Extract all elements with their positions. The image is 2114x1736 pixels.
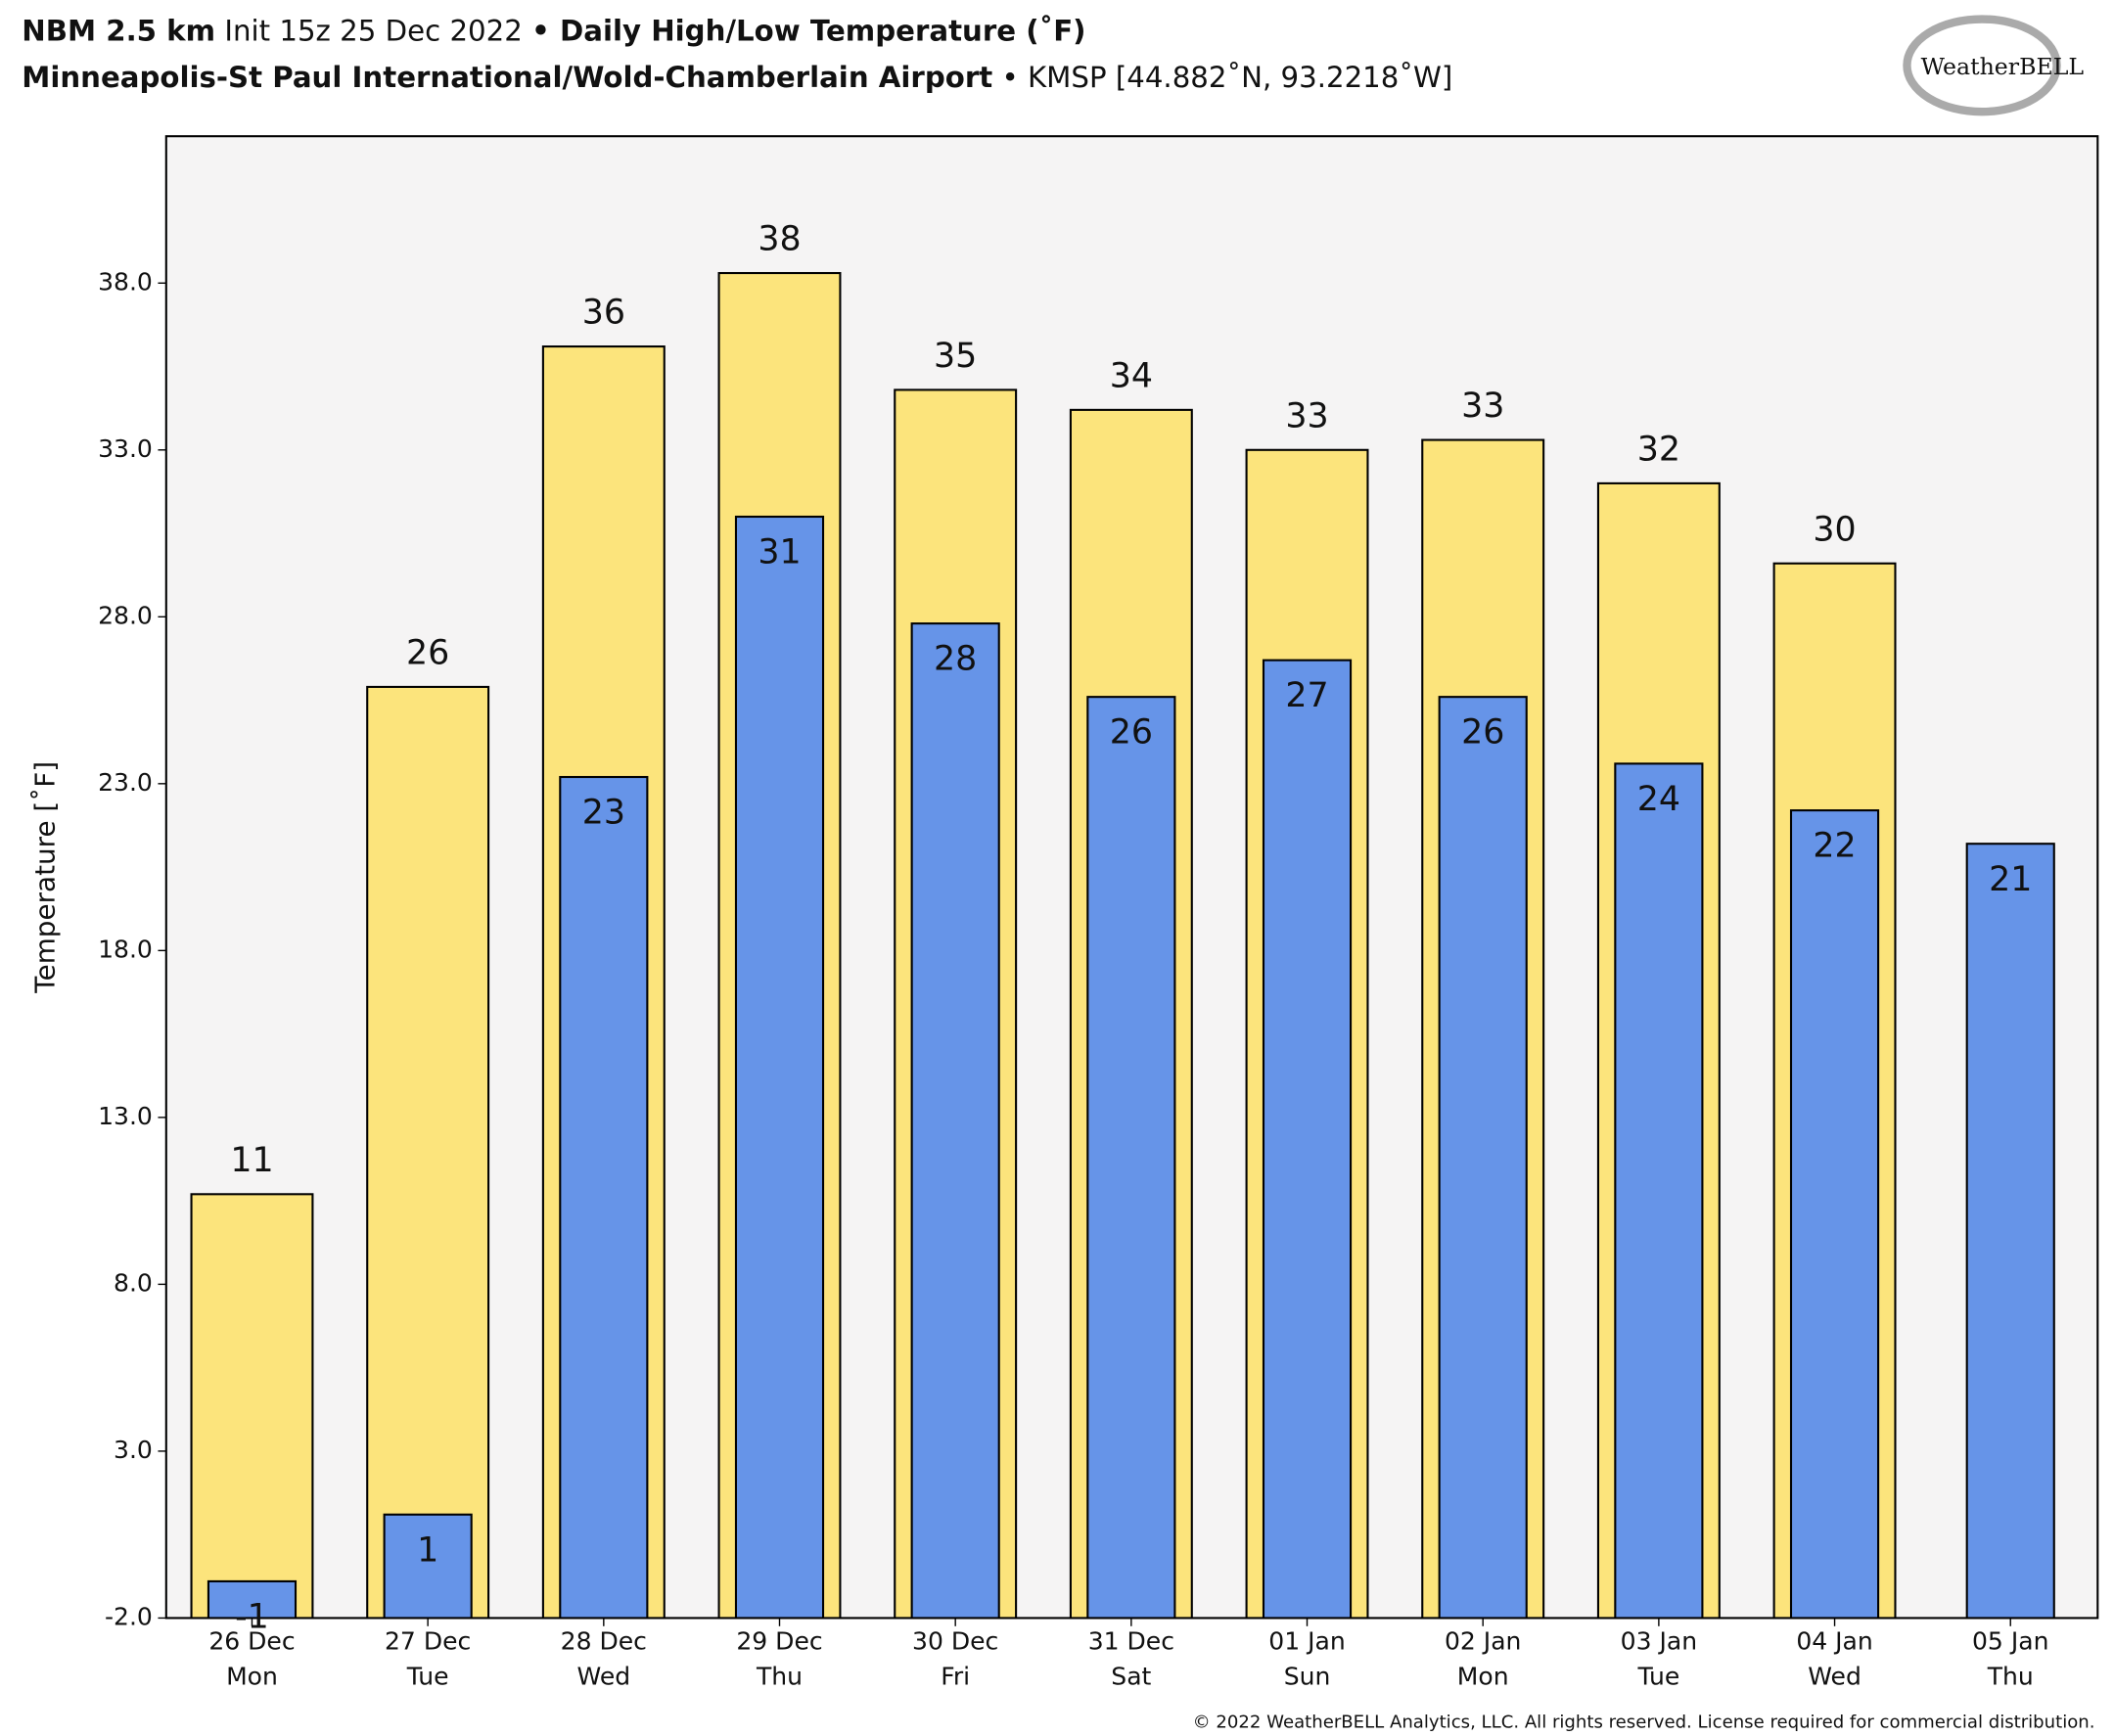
value-label: 30 xyxy=(1813,510,1856,549)
low-bar xyxy=(559,775,649,1620)
y-tick-label: 18.0 xyxy=(98,935,153,963)
value-label: 33 xyxy=(1285,396,1328,435)
value-label: 36 xyxy=(582,294,625,333)
title-product: • Daily High/Low Temperature (˚F) xyxy=(531,14,1085,47)
y-tick-label: -2.0 xyxy=(105,1602,153,1630)
y-tick-label: 8.0 xyxy=(114,1268,153,1297)
y-axis-label: Temperature [˚F] xyxy=(28,761,61,994)
value-label: 27 xyxy=(1285,676,1328,715)
x-tick-label: 27 Dec xyxy=(385,1626,471,1655)
low-bar xyxy=(734,515,825,1620)
value-label: 26 xyxy=(1110,713,1153,753)
subtitle-station: Minneapolis-St Paul International/Wold-C… xyxy=(22,61,992,94)
value-label: 23 xyxy=(582,794,625,833)
value-label: 24 xyxy=(1637,780,1680,819)
x-tick-label: 01 Jan xyxy=(1268,1626,1345,1655)
value-label: -1 xyxy=(235,1598,269,1637)
y-tick-label: 3.0 xyxy=(114,1436,153,1464)
low-bar xyxy=(1965,843,2055,1620)
y-tick-label: 28.0 xyxy=(98,601,153,629)
copyright: © 2022 WeatherBELL Analytics, LLC. All r… xyxy=(1193,1713,2095,1733)
x-tick-sublabel: Wed xyxy=(1808,1663,1861,1691)
low-bar xyxy=(1614,762,1704,1620)
value-label: 31 xyxy=(758,533,801,572)
value-label: 26 xyxy=(406,634,449,673)
high-bar xyxy=(190,1193,314,1620)
chart-title: NBM 2.5 km Init 15z 25 Dec 2022 • Daily … xyxy=(22,14,1085,47)
x-tick-label: 03 Jan xyxy=(1621,1626,1697,1655)
x-tick-label: 28 Dec xyxy=(561,1626,647,1655)
value-label: 34 xyxy=(1110,356,1153,395)
title-model: NBM 2.5 km xyxy=(22,14,215,47)
value-label: 1 xyxy=(417,1530,438,1570)
value-label: 21 xyxy=(1989,860,2032,899)
x-tick-sublabel: Mon xyxy=(1457,1663,1509,1691)
marks: -2.0 3.0 8.0 13.0 18.0 23.0 28.0 33.0 38.0 11 26 36… xyxy=(98,220,2055,1691)
low-bar xyxy=(1789,809,1880,1620)
x-tick-label: 02 Jan xyxy=(1445,1626,1521,1655)
high-bar xyxy=(366,685,490,1620)
x-tick-sublabel: Fri xyxy=(941,1663,970,1691)
value-label: 33 xyxy=(1461,387,1504,426)
y-tick-label: 23.0 xyxy=(98,768,153,797)
value-label: 22 xyxy=(1813,827,1856,866)
x-tick-sublabel: Tue xyxy=(406,1663,449,1691)
subtitle-location: • KMSP [44.882˚N, 93.2218˚W] xyxy=(1002,61,1453,94)
x-tick-label: 05 Jan xyxy=(1972,1626,2048,1655)
y-tick-label: 38.0 xyxy=(98,267,153,296)
x-tick-label: 30 Dec xyxy=(912,1626,998,1655)
title-init: Init 15z 25 Dec 2022 xyxy=(224,14,522,47)
value-label: 35 xyxy=(934,337,977,376)
x-tick-label: 26 Dec xyxy=(208,1626,295,1655)
x-tick-sublabel: Sun xyxy=(1284,1663,1331,1691)
x-tick-sublabel: Sat xyxy=(1111,1663,1151,1691)
x-tick-label: 04 Jan xyxy=(1796,1626,1872,1655)
value-label: 26 xyxy=(1461,713,1504,753)
y-tick-label: 13.0 xyxy=(98,1102,153,1130)
low-bar xyxy=(1262,659,1353,1620)
low-bar xyxy=(1438,696,1528,1620)
logo: WeatherBELL xyxy=(1921,53,2085,80)
value-label: 32 xyxy=(1637,430,1680,469)
y-tick-label: 33.0 xyxy=(98,434,153,463)
low-bar xyxy=(383,1513,473,1620)
x-tick-sublabel: Tue xyxy=(1636,1663,1679,1691)
x-tick-label: 31 Dec xyxy=(1088,1626,1174,1655)
x-tick-label: 29 Dec xyxy=(736,1626,822,1655)
x-tick-sublabel: Thu xyxy=(1987,1663,2034,1691)
value-label: 28 xyxy=(934,640,977,679)
low-bar xyxy=(910,622,1000,1620)
logo-swirl xyxy=(1903,15,2061,116)
x-tick-sublabel: Mon xyxy=(226,1663,278,1691)
low-bar xyxy=(1086,696,1176,1620)
value-label: 38 xyxy=(758,220,801,259)
x-tick-sublabel: Wed xyxy=(577,1663,631,1691)
value-label: 11 xyxy=(230,1141,273,1180)
x-tick-sublabel: Thu xyxy=(756,1663,803,1691)
chart-subtitle: Minneapolis-St Paul International/Wold-C… xyxy=(22,61,1452,94)
